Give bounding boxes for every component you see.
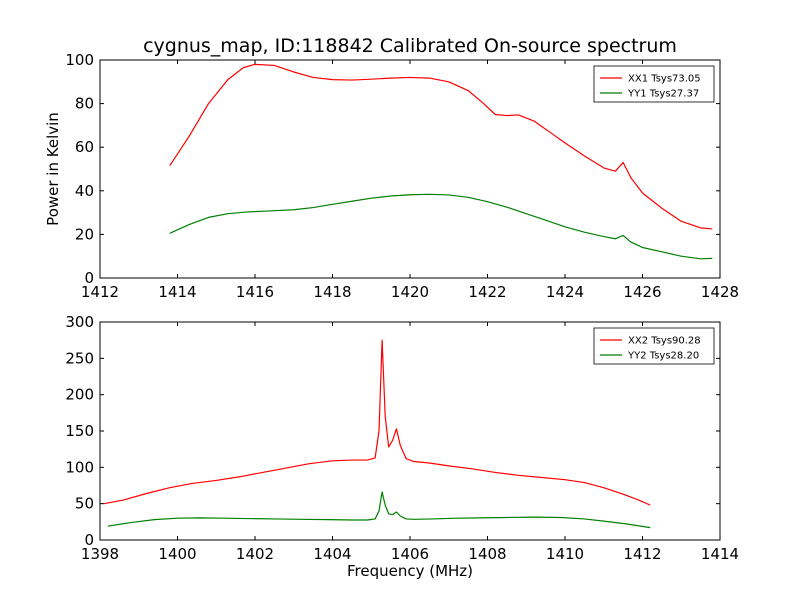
top-legend-label-1: XX1 Tsys73.05: [628, 74, 701, 85]
bottom-x-tick-label-1: 1400: [158, 545, 196, 563]
bottom-y-tick-label-0: 0: [84, 531, 94, 549]
bottom-y-tick-label-2: 100: [65, 458, 94, 476]
top-y-tick-label-1: 20: [75, 225, 94, 243]
bottom-panel: 1398 1400 1402 1404 1406 1408 1410 1412 1414 0 50 1…: [65, 313, 739, 580]
top-legend-label-2: YY1 Tsys27.37: [627, 89, 699, 100]
bottom-y-tick-label-6: 300: [65, 313, 94, 331]
top-x-tick-label-7: 1426: [623, 283, 661, 301]
top-x-tick-label-0: 1412: [81, 283, 119, 301]
bottom-x-tick-label-0: 1398: [81, 545, 119, 563]
bottom-x-tick-label-6: 1410: [546, 545, 584, 563]
bottom-series-line-1: [103, 339, 651, 506]
bottom-x-tick-label-4: 1406: [391, 545, 429, 563]
top-series-line-1: [169, 63, 713, 230]
top-x-tick-label-3: 1418: [313, 283, 351, 301]
bottom-x-tick-label-8: 1414: [701, 545, 739, 563]
top-x-tick-label-1: 1414: [158, 283, 196, 301]
chart-title: cygnus_map, ID:118842 Calibrated On-sour…: [143, 35, 677, 57]
top-x-tick-label-4: 1420: [391, 283, 429, 301]
top-series-line-2: [169, 193, 713, 260]
bottom-y-tick-label-4: 200: [65, 386, 94, 404]
top-y-tick-label-0: 0: [84, 269, 94, 287]
bottom-y-tick-label-3: 150: [65, 422, 94, 440]
bottom-legend-label-1: XX2 Tsys90.28: [628, 336, 701, 347]
bottom-y-tick-label-5: 250: [65, 349, 94, 367]
top-y-tick-label-3: 60: [75, 138, 94, 156]
top-y-tick-label-2: 40: [75, 182, 94, 200]
top-y-tick-label-5: 100: [65, 51, 94, 69]
bottom-legend-label-2: YY2 Tsys28.20: [627, 351, 699, 362]
top-panel: 1412 1414 1416 1418 1420 1422 1424 1426 1428 0 20 4…: [44, 51, 739, 301]
top-x-tick-label-8: 1428: [701, 283, 739, 301]
top-x-tick-label-6: 1424: [546, 283, 584, 301]
top-x-tick-label-2: 1416: [236, 283, 274, 301]
bottom-x-tick-label-3: 1404: [313, 545, 351, 563]
bottom-x-axis-label: Frequency (MHz): [347, 562, 473, 580]
bottom-x-tick-label-7: 1412: [623, 545, 661, 563]
bottom-series-line-2: [107, 491, 651, 529]
top-y-axis-label: Power in Kelvin: [44, 112, 62, 226]
bottom-y-tick-label-1: 50: [75, 495, 94, 513]
bottom-legend: [593, 327, 715, 365]
top-x-tick-label-5: 1422: [468, 283, 506, 301]
bottom-x-tick-label-5: 1408: [468, 545, 506, 563]
top-legend: [593, 65, 715, 103]
bottom-x-tick-label-2: 1402: [236, 545, 274, 563]
top-y-tick-label-4: 80: [75, 95, 94, 113]
